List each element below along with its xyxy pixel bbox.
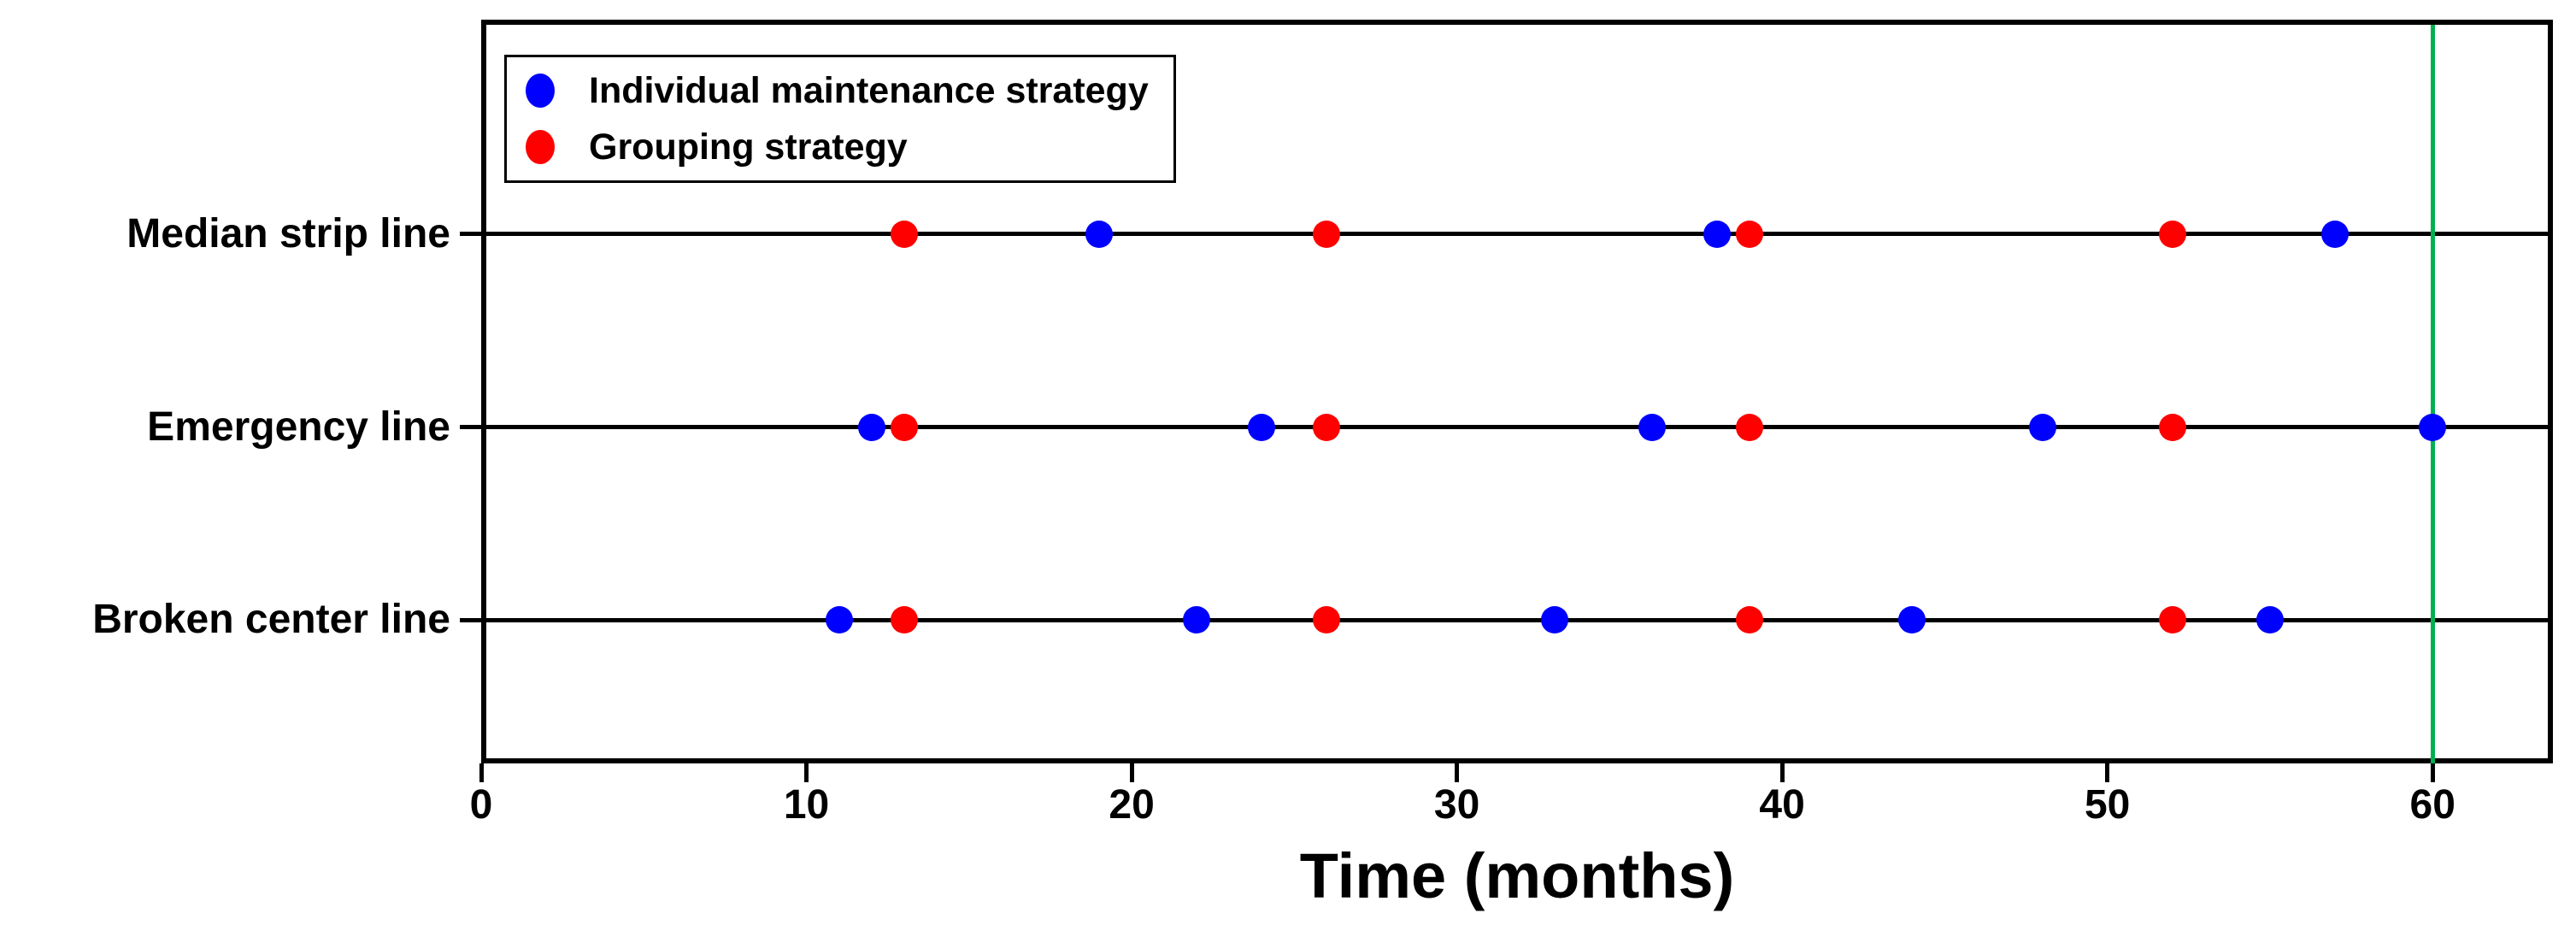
- grouping-point: [890, 413, 918, 441]
- grouping-point: [1313, 220, 1341, 248]
- x-axis-tick: [804, 763, 809, 782]
- grouping-point: [2158, 413, 2186, 441]
- category-line: [481, 617, 2553, 622]
- grouping-point: [1736, 413, 1764, 441]
- x-axis-title: Time (months): [1299, 840, 1735, 911]
- individual-maintenance-point: [2028, 413, 2056, 441]
- grouping-point: [2158, 220, 2186, 248]
- category-line: [481, 232, 2553, 237]
- y-axis-tick: [460, 617, 481, 622]
- grouping-point: [1313, 413, 1341, 441]
- x-axis-tick-label: 40: [1759, 782, 1805, 828]
- individual-maintenance-point: [1898, 606, 1926, 634]
- x-axis-tick: [2430, 763, 2435, 782]
- individual-maintenance-point: [1540, 606, 1568, 634]
- grouping-point: [1736, 220, 1764, 248]
- legend-entry-grouping: Grouping strategy: [526, 126, 1165, 168]
- x-axis-tick: [1129, 763, 1134, 782]
- grouping-point: [1313, 606, 1341, 634]
- grouping-point: [890, 606, 918, 634]
- plot-area: [481, 20, 2553, 763]
- category-line: [481, 425, 2553, 430]
- legend-label: Grouping strategy: [589, 126, 908, 168]
- y-axis-label: Emergency line: [147, 404, 450, 450]
- horizon-marker-line: [2430, 25, 2435, 763]
- x-axis-tick: [479, 763, 484, 782]
- x-axis-tick-label: 30: [1433, 782, 1480, 828]
- legend-label: Individual maintenance strategy: [589, 69, 1149, 111]
- y-axis-tick: [460, 425, 481, 430]
- y-axis-label: Broken center line: [92, 597, 450, 643]
- individual-maintenance-point: [1248, 413, 1276, 441]
- legend: Individual maintenance strategy Grouping…: [504, 55, 1176, 183]
- individual-maintenance-point: [2321, 220, 2350, 248]
- individual-maintenance-point: [2255, 606, 2284, 634]
- x-axis-tick: [2105, 763, 2110, 782]
- x-axis-tick-label: 0: [469, 782, 493, 828]
- legend-entry-individual: Individual maintenance strategy: [526, 69, 1165, 111]
- individual-maintenance-point: [1183, 606, 1211, 634]
- red-dot-icon: [526, 130, 555, 164]
- x-axis-tick: [1779, 763, 1785, 782]
- x-axis-tick-label: 50: [2084, 782, 2131, 828]
- grouping-point: [890, 220, 918, 248]
- blue-dot-icon: [526, 74, 555, 108]
- x-axis-tick: [1455, 763, 1460, 782]
- individual-maintenance-point: [2419, 413, 2447, 441]
- x-axis-tick-label: 10: [783, 782, 830, 828]
- y-axis-tick: [460, 232, 481, 237]
- individual-maintenance-point: [1638, 413, 1666, 441]
- y-axis-label: Median strip line: [126, 210, 450, 256]
- individual-maintenance-point: [1085, 220, 1113, 248]
- x-axis-tick-label: 20: [1109, 782, 1155, 828]
- individual-maintenance-point: [825, 606, 853, 634]
- grouping-point: [1736, 606, 1764, 634]
- individual-maintenance-point: [857, 413, 885, 441]
- grouping-point: [2158, 606, 2186, 634]
- x-axis-tick-label: 60: [2409, 782, 2455, 828]
- individual-maintenance-point: [1703, 220, 1732, 248]
